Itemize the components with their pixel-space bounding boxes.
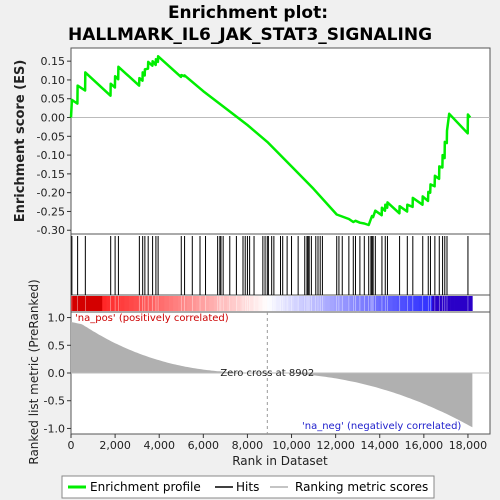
legend-es-label: Enrichment profile <box>90 480 201 494</box>
es-ylabel: Enrichment score (ES) <box>13 60 28 223</box>
legend-hits-label: Hits <box>236 480 259 494</box>
heatmap-cell <box>321 296 326 311</box>
heatmap-cell <box>236 296 241 311</box>
heatmap-cell <box>133 296 138 311</box>
heatmap-cell <box>232 296 237 311</box>
neg-label: 'na_neg' (negatively correlated) <box>302 421 461 432</box>
heatmap-cell <box>343 296 348 311</box>
heatmap-cell <box>98 296 103 311</box>
x-tick-label: 18,000 <box>449 439 488 452</box>
heatmap-cell <box>276 296 281 311</box>
heatmap-cell <box>147 296 152 311</box>
chart-title-line1: Enrichment plot: <box>168 3 328 23</box>
heatmap-cell <box>254 296 259 311</box>
x-tick-label: 8,000 <box>232 439 264 452</box>
heatmap-cell <box>160 296 165 311</box>
heatmap-cell <box>352 296 357 311</box>
x-tick-label: 2,000 <box>99 439 131 452</box>
es-panel <box>71 48 490 234</box>
heatmap-cell <box>423 296 428 311</box>
heatmap-cell <box>80 296 85 311</box>
heatmap-cell <box>249 296 254 311</box>
pos-label: 'na_pos' (positively correlated) <box>75 313 229 324</box>
heatmap-cell <box>200 296 205 311</box>
es-y-tick-label: -0.10 <box>37 149 65 162</box>
heatmap-cell <box>218 296 223 311</box>
heatmap-cell <box>267 296 272 311</box>
heatmap-cell <box>410 296 415 311</box>
heatmap-cell <box>361 296 366 311</box>
heatmap-cell <box>379 296 384 311</box>
heatmap-cell <box>138 296 143 311</box>
heatmap-cell <box>151 296 156 311</box>
metric-ylabel: Ranked list metric (PreRanked) <box>27 279 41 464</box>
heatmap-cell <box>459 296 464 311</box>
heatmap-cell <box>392 296 397 311</box>
heatmap-cell <box>120 296 125 311</box>
heatmap-cell <box>227 296 232 311</box>
heatmap-cell <box>463 296 468 311</box>
heatmap-cell <box>93 296 98 311</box>
heatmap-cell <box>401 296 406 311</box>
heatmap-cell <box>187 296 192 311</box>
heatmap-cell <box>455 296 460 311</box>
es-y-tick-label: -0.25 <box>37 205 65 218</box>
heatmap-cell <box>388 296 393 311</box>
heatmap-cell <box>209 296 214 311</box>
heatmap-cell <box>298 296 303 311</box>
x-tick-label: 14,000 <box>360 439 399 452</box>
heatmap-cell <box>441 296 446 311</box>
heatmap-cell <box>450 296 455 311</box>
es-y-tick-label: -0.05 <box>37 130 65 143</box>
heatmap-cell <box>290 296 295 311</box>
x-tick-label: 10,000 <box>272 439 311 452</box>
heatmap-cell <box>374 296 379 311</box>
heatmap-cell <box>356 296 361 311</box>
es-y-tick-label: -0.20 <box>37 187 65 200</box>
heatmap-cell <box>339 296 344 311</box>
heatmap-cell <box>165 296 170 311</box>
x-tick-label: 0 <box>68 439 75 452</box>
heatmap-cell <box>169 296 174 311</box>
x-tick-label: 6,000 <box>188 439 220 452</box>
x-tick-label: 16,000 <box>405 439 444 452</box>
heatmap-cell <box>174 296 179 311</box>
es-y-tick-label: -0.15 <box>37 168 65 181</box>
es-y-tick-label: 0.05 <box>41 93 66 106</box>
heatmap-cell <box>258 296 263 311</box>
heatmap-cell <box>285 296 290 311</box>
legend-metric-label: Ranking metric scores <box>295 480 428 494</box>
metric-xlabel: Rank in Dataset <box>232 454 328 468</box>
es-y-tick-label: 0.00 <box>41 112 66 125</box>
heatmap-cell <box>116 296 121 311</box>
metric-y-tick-label: -0.5 <box>44 395 65 408</box>
heatmap-cell <box>365 296 370 311</box>
metric-y-tick-label: -1.0 <box>44 422 65 435</box>
heatmap-cell <box>347 296 352 311</box>
heatmap-cell <box>325 296 330 311</box>
x-tick-label: 12,000 <box>316 439 355 452</box>
heatmap-cell <box>89 296 94 311</box>
metric-y-tick-label: 0.0 <box>48 367 66 380</box>
heatmap-cell <box>129 296 134 311</box>
es-y-tick-label: 0.15 <box>41 55 66 68</box>
zero-cross-label: Zero cross at 8902 <box>220 368 314 379</box>
heatmap-layer <box>71 296 473 311</box>
x-tick-label: 4,000 <box>143 439 175 452</box>
heatmap-cell <box>405 296 410 311</box>
heatmap-cell <box>102 296 107 311</box>
es-y-tick-label: -0.30 <box>37 224 65 237</box>
heatmap-cell <box>397 296 402 311</box>
heatmap-cell <box>125 296 130 311</box>
metric-y-tick-label: 0.5 <box>48 339 66 352</box>
metric-y-tick-label: 1.0 <box>48 312 66 325</box>
heatmap-cell <box>468 296 473 311</box>
heatmap-cell <box>446 296 451 311</box>
heatmap-cell <box>414 296 419 311</box>
heatmap-cell <box>178 296 183 311</box>
heatmap-cell <box>330 296 335 311</box>
es-y-tick-label: 0.10 <box>41 74 66 87</box>
chart-title-line2: HALLMARK_IL6_JAK_STAT3_SIGNALING <box>68 25 432 45</box>
